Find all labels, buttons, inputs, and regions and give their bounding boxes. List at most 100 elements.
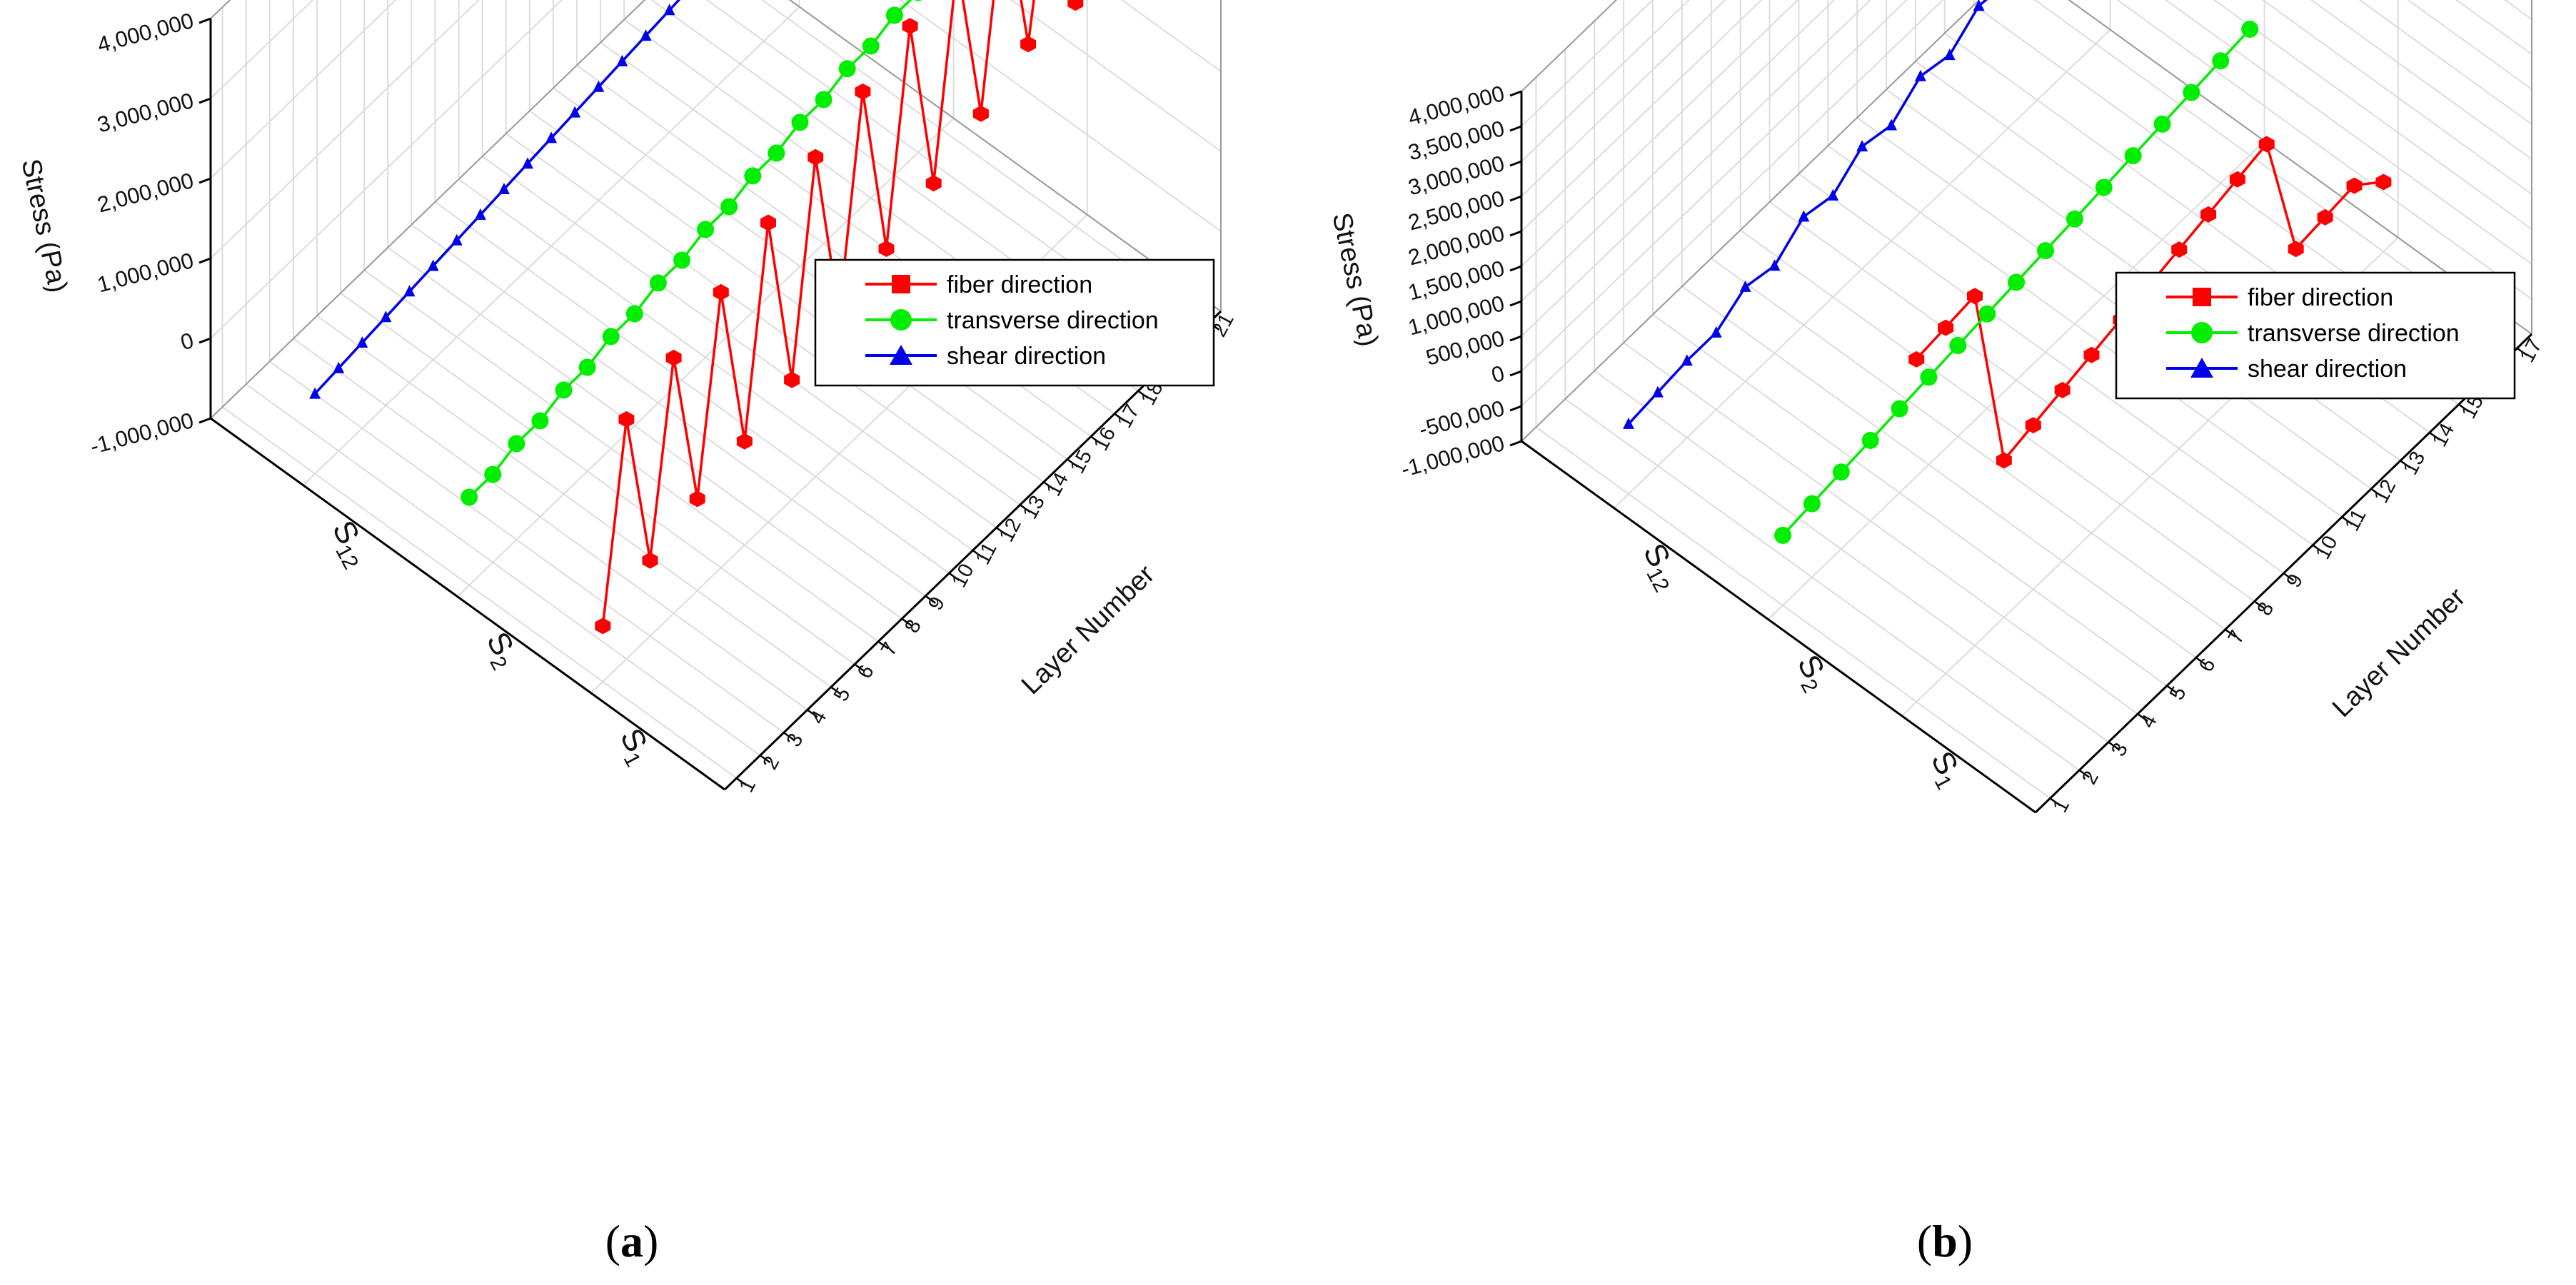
layer-tick bbox=[2049, 797, 2061, 807]
fiber-point bbox=[2229, 171, 2245, 188]
fiber-point bbox=[2317, 208, 2333, 226]
layer-tick-label: 11 bbox=[2340, 505, 2370, 535]
shear-point bbox=[356, 336, 368, 348]
stress-axis-label-name: Stress bbox=[1326, 210, 1371, 291]
stress-axis-label-unit: (Pa) bbox=[33, 239, 73, 296]
layer-tick bbox=[2429, 431, 2440, 440]
layer-tick bbox=[925, 595, 937, 604]
transverse-point bbox=[625, 305, 643, 323]
layer-tick-label: 15 bbox=[1066, 446, 1097, 478]
shear-point bbox=[1973, 0, 1985, 11]
shear-point bbox=[403, 285, 416, 297]
layer-tick-label: 5 bbox=[830, 684, 855, 705]
chart-a-svg: -1,000,000 0 1,000,000 2,000,000 3,000,000 4,… bbox=[15, 0, 1239, 1266]
stress-tick-label: -1,000,000 bbox=[88, 408, 196, 459]
transverse-point bbox=[1832, 463, 1850, 481]
fiber-point bbox=[807, 148, 824, 166]
fiber-point bbox=[925, 175, 942, 192]
fiber-point bbox=[1020, 36, 1037, 53]
transverse-point bbox=[744, 167, 762, 185]
layer-tick-label: 3 bbox=[783, 730, 808, 750]
layer-tick bbox=[2137, 713, 2148, 722]
fiber-point bbox=[878, 241, 895, 257]
shear-point bbox=[1914, 69, 1926, 81]
layer-tick-label: 8 bbox=[900, 616, 926, 637]
layer-tick-label: 2 bbox=[759, 752, 785, 773]
layer-tick bbox=[830, 686, 842, 695]
layer-tick bbox=[2370, 488, 2382, 497]
fiber-point bbox=[784, 371, 800, 388]
legend-entry-label: fiber direction bbox=[947, 271, 1092, 298]
legend-entry-label: transverse direction bbox=[947, 307, 1159, 334]
gridline-z-wall-y bbox=[1521, 0, 1654, 127]
chart-panel-a: -1,000,000 0 1,000,000 2,000,000 3,000,000 4,… bbox=[15, 0, 1239, 1266]
legend-box bbox=[2115, 271, 2516, 400]
layer-tick-label: 16 bbox=[1090, 423, 1120, 455]
transverse-point bbox=[1891, 400, 1908, 418]
transverse-point bbox=[862, 37, 880, 55]
transverse-point bbox=[885, 6, 903, 24]
transverse-point bbox=[578, 358, 596, 376]
shear-point bbox=[1856, 140, 1868, 152]
layer-tick bbox=[2225, 628, 2236, 638]
shear-point bbox=[569, 106, 581, 118]
box-edge bbox=[210, 0, 646, 419]
layer-tick bbox=[807, 709, 818, 718]
shear-point bbox=[309, 387, 321, 399]
gridline-z-wall-x bbox=[2116, 0, 2532, 300]
panel-label-close: ) bbox=[1958, 1216, 1973, 1266]
transverse-point bbox=[1861, 431, 1879, 449]
transverse-point bbox=[838, 60, 856, 78]
layer-tick bbox=[2253, 600, 2265, 610]
stress-tick-label: -1,000,000 bbox=[1399, 430, 1507, 482]
layer-tick bbox=[759, 755, 771, 764]
transverse-point bbox=[768, 144, 785, 162]
gridline-z-wall-x bbox=[2407, 0, 2532, 90]
shear-point bbox=[1943, 49, 1956, 61]
box-edge bbox=[1521, 0, 1618, 92]
layer-tick bbox=[854, 663, 865, 672]
fiber-point bbox=[618, 410, 635, 428]
fiber-point bbox=[1996, 452, 2012, 469]
layer-tick bbox=[2166, 685, 2178, 694]
gridline-z-wall-x bbox=[2261, 0, 2532, 195]
layer-tick-label: 9 bbox=[2282, 570, 2308, 591]
layer-tick-label: 14 bbox=[1042, 469, 1073, 500]
layer-tick bbox=[2108, 741, 2119, 750]
layer-tick-label: 10 bbox=[2311, 532, 2342, 563]
layer-tick-label: 7 bbox=[2224, 627, 2250, 647]
stress-tick bbox=[1509, 300, 1522, 307]
shear-point bbox=[1739, 280, 1751, 292]
legend-triangle-icon bbox=[890, 345, 912, 365]
gridline-layer-floor bbox=[1856, 116, 2372, 490]
gridline-layer-floor bbox=[529, 110, 1045, 483]
stress-tick bbox=[198, 97, 211, 104]
transverse-point bbox=[1920, 368, 1938, 386]
gridline-layer-floor bbox=[1535, 426, 2051, 800]
layer-tick-label: 4 bbox=[2136, 711, 2162, 732]
transverse-point bbox=[2124, 147, 2142, 165]
transverse-point bbox=[602, 328, 620, 346]
stress-tick bbox=[198, 177, 211, 184]
shear-point bbox=[1798, 210, 1810, 222]
stress-axis-label: Stress (Pa) bbox=[15, 156, 73, 296]
gridline-layer-floor bbox=[340, 292, 855, 665]
fiber-point bbox=[2171, 241, 2188, 258]
stress-tick-label: 0 bbox=[178, 328, 196, 355]
panel-label-close: ) bbox=[643, 1216, 658, 1266]
legend-triangle-icon bbox=[2190, 358, 2213, 378]
layer-tick bbox=[735, 777, 748, 787]
legend-square-icon bbox=[892, 275, 910, 293]
fiber-point bbox=[689, 490, 705, 508]
shear-point bbox=[1827, 188, 1839, 201]
shear-point bbox=[474, 208, 486, 220]
layer-tick bbox=[995, 527, 1007, 536]
gridline-z-wall-x bbox=[2213, 0, 2532, 230]
layer-tick bbox=[1090, 435, 1102, 445]
transverse-point bbox=[2241, 20, 2259, 38]
transverse-point bbox=[673, 251, 691, 269]
transverse-point bbox=[531, 412, 549, 430]
fiber-point bbox=[642, 552, 658, 569]
stress-tick bbox=[198, 337, 211, 344]
fiber-point bbox=[1938, 319, 1954, 336]
